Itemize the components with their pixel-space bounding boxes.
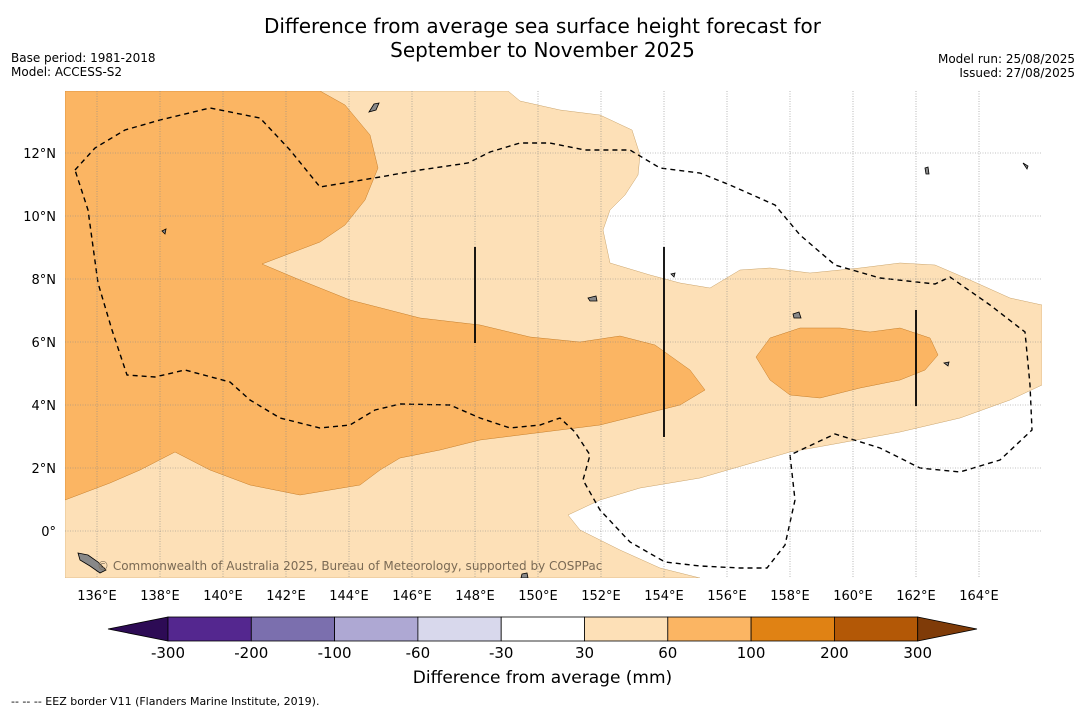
anomaly-60-100-west-region: [65, 91, 706, 501]
longitude-labels: 136°E 138°E 140°E 142°E 144°E 146°E 148°E 150°E…: [77, 589, 999, 604]
colorbar: [107, 616, 978, 642]
colorbar-segment: [750, 616, 835, 642]
longitude-label: 140°E: [203, 589, 243, 604]
longitude-label: 164°E: [959, 589, 999, 604]
colorbar-segment: [584, 616, 669, 642]
title-line-2: September to November 2025: [390, 38, 695, 62]
gridlines: [65, 91, 1042, 578]
latitude-label: 12°N: [23, 147, 56, 162]
longitude-label: 162°E: [896, 589, 936, 604]
longitude-label: 158°E: [770, 589, 810, 604]
base-period: Base period: 1981-2018: [11, 51, 156, 65]
colorbar-tick-label: 300: [903, 644, 932, 662]
forecast-markers: [474, 247, 917, 437]
title-line-1: Difference from average sea surface heig…: [263, 14, 822, 38]
longitude-label: 136°E: [77, 589, 117, 604]
map-plot-area: [65, 91, 1042, 578]
longitude-label: 138°E: [140, 589, 180, 604]
longitude-label: 146°E: [392, 589, 432, 604]
colorbar-segment: [834, 616, 919, 642]
latitude-label: 6°N: [32, 336, 57, 351]
colorbar-segment: [250, 616, 336, 642]
island: [670, 272, 676, 278]
longitude-label: 144°E: [329, 589, 369, 604]
island: [587, 295, 598, 302]
latitude-label: 0°: [41, 525, 56, 540]
colorbar-min-extension: [107, 616, 169, 642]
colorbar-segment: [417, 616, 502, 642]
model-run: Model run: 25/08/2025: [937, 52, 1075, 66]
colorbar-segment: [500, 616, 585, 642]
island: [943, 361, 950, 367]
island: [1022, 162, 1029, 170]
longitude-label: 154°E: [644, 589, 684, 604]
colorbar-tick-label: -300: [151, 644, 185, 662]
island: [520, 572, 529, 578]
colorbar-tick-label: -60: [406, 644, 431, 662]
colorbar-max-extension: [917, 616, 978, 642]
longitude-label: 150°E: [518, 589, 558, 604]
longitude-label: 156°E: [707, 589, 747, 604]
latitude-label: 8°N: [32, 273, 57, 288]
eez-border-west: [74, 107, 1033, 569]
island: [924, 166, 930, 175]
colorbar-segment: [167, 616, 252, 642]
island: [77, 552, 107, 574]
eez-footnote: -- -- -- EEZ border V11 (Flanders Marine…: [11, 695, 320, 708]
latitude-label: 10°N: [23, 210, 56, 225]
island: [792, 311, 802, 319]
colorbar-ticks: -300 -200 -100 -60 -30 30 60 100 200 300: [151, 644, 932, 662]
latitude-label: 4°N: [32, 399, 57, 414]
meta-right: Model run: 25/08/2025 Issued: 27/08/2025: [938, 52, 1075, 80]
latitude-label: 2°N: [32, 462, 57, 477]
island: [368, 102, 380, 113]
island: [161, 228, 167, 235]
longitude-label: 142°E: [266, 589, 306, 604]
islands: [77, 102, 1029, 578]
colorbar-tick-label: -100: [318, 644, 352, 662]
colorbar-tick-label: 100: [737, 644, 766, 662]
issued-date: Issued: 27/08/2025: [959, 66, 1075, 80]
copyright-credit: © Commonwealth of Australia 2025, Bureau…: [97, 559, 602, 573]
colorbar-tick-label: 60: [658, 644, 677, 662]
longitude-label: 152°E: [581, 589, 621, 604]
colorbar-segment: [667, 616, 752, 642]
colorbar-tick-label: -30: [489, 644, 514, 662]
longitude-label: 148°E: [455, 589, 495, 604]
colorbar-tick-label: -200: [234, 644, 268, 662]
longitude-label: 160°E: [833, 589, 873, 604]
colorbar-tick-label: 30: [575, 644, 594, 662]
model-name: Model: ACCESS-S2: [11, 65, 123, 79]
latitude-labels: 12°N 10°N 8°N 6°N 4°N 2°N 0°: [23, 147, 56, 540]
anomaly-60-100-east-region: [755, 327, 939, 399]
meta-left: Base period: 1981-2018 Model: ACCESS-S2: [11, 51, 156, 79]
colorbar-segment: [334, 616, 419, 642]
colorbar-tick-label: 200: [820, 644, 849, 662]
colorbar-title: Difference from average (mm): [412, 668, 673, 688]
